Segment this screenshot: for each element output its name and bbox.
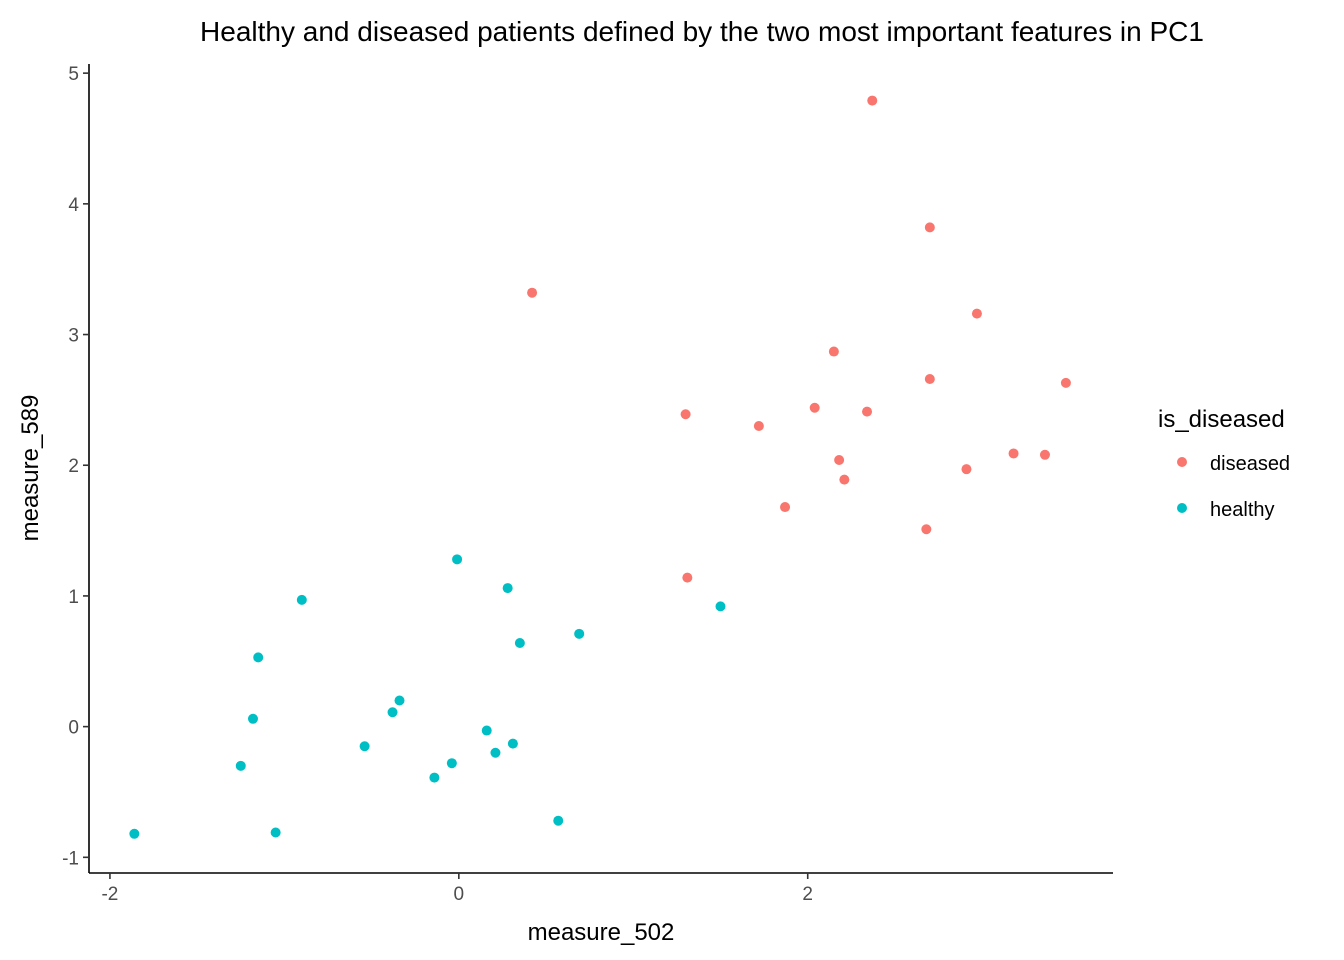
data-point-diseased: [839, 474, 850, 485]
y-axis-ticks: -1 0 1 2 3 4 5: [62, 64, 89, 869]
data-point-diseased: [828, 346, 839, 357]
data-point-healthy: [514, 637, 525, 648]
data-point-diseased: [921, 524, 932, 535]
data-point-diseased: [971, 308, 982, 319]
data-point-healthy: [129, 828, 140, 839]
data-point-diseased: [924, 222, 935, 233]
legend-item-healthy: healthy: [1177, 499, 1275, 521]
data-point-diseased: [867, 95, 878, 106]
legend-key-healthy: [1177, 503, 1187, 513]
y-tick-label: 4: [68, 195, 79, 216]
legend: is_diseased diseased healthy: [1158, 406, 1290, 521]
legend-label-healthy: healthy: [1210, 499, 1275, 521]
legend-title: is_diseased: [1158, 406, 1285, 433]
data-point-healthy: [387, 707, 398, 718]
data-point-diseased: [961, 464, 972, 475]
data-point-healthy: [574, 628, 585, 639]
data-point-diseased: [1008, 448, 1019, 459]
data-point-healthy: [481, 725, 492, 736]
x-axis-title: measure_502: [528, 919, 675, 946]
x-tick-label: -2: [101, 884, 118, 905]
plot-panel: -1 0 1 2 3 4 5 -2 0 2: [62, 64, 1113, 905]
data-point-diseased: [682, 572, 693, 583]
y-tick-label: -1: [62, 848, 79, 869]
data-points: [129, 95, 1071, 839]
data-point-diseased: [753, 421, 764, 432]
legend-key-diseased: [1177, 457, 1187, 467]
y-tick-label: 1: [68, 587, 79, 608]
y-tick-label: 0: [68, 718, 79, 739]
data-point-diseased: [834, 455, 845, 466]
data-point-diseased: [527, 287, 538, 298]
y-tick-label: 2: [68, 456, 79, 477]
x-tick-label: 2: [802, 884, 813, 905]
data-point-diseased: [780, 502, 791, 513]
data-point-healthy: [507, 738, 518, 749]
data-point-healthy: [553, 815, 564, 826]
data-point-healthy: [359, 741, 370, 752]
legend-label-diseased: diseased: [1210, 453, 1290, 475]
y-tick-label: 3: [68, 326, 79, 347]
data-point-healthy: [270, 827, 281, 838]
data-point-healthy: [452, 554, 463, 565]
data-point-healthy: [253, 652, 264, 663]
y-axis-title: measure_589: [17, 395, 44, 542]
chart-title: Healthy and diseased patients defined by…: [200, 16, 1204, 47]
data-point-healthy: [502, 583, 513, 594]
data-point-diseased: [1060, 377, 1071, 388]
data-point-healthy: [490, 747, 501, 758]
data-point-diseased: [862, 406, 873, 417]
data-point-healthy: [296, 594, 307, 605]
data-point-healthy: [429, 772, 440, 783]
data-point-diseased: [680, 409, 691, 420]
data-point-healthy: [446, 758, 457, 769]
data-point-diseased: [809, 402, 820, 413]
legend-item-diseased: diseased: [1177, 453, 1290, 475]
data-point-healthy: [394, 695, 405, 706]
data-point-healthy: [247, 713, 258, 724]
y-tick-label: 5: [68, 64, 79, 85]
x-tick-label: 0: [454, 884, 465, 905]
data-point-healthy: [715, 601, 726, 612]
data-point-diseased: [924, 373, 935, 384]
x-axis-ticks: -2 0 2: [101, 873, 813, 905]
data-point-healthy: [235, 760, 246, 771]
data-point-diseased: [1039, 449, 1050, 460]
